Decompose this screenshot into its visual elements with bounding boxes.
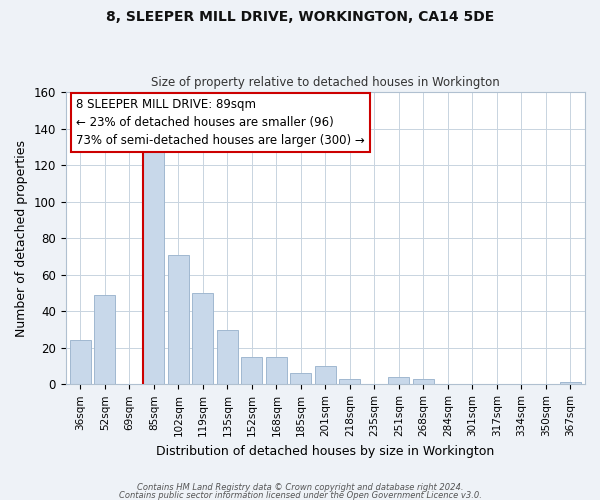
Text: 8 SLEEPER MILL DRIVE: 89sqm
← 23% of detached houses are smaller (96)
73% of sem: 8 SLEEPER MILL DRIVE: 89sqm ← 23% of det…: [76, 98, 365, 147]
Bar: [241, 357, 262, 384]
Bar: [388, 377, 409, 384]
Text: Contains public sector information licensed under the Open Government Licence v3: Contains public sector information licen…: [119, 490, 481, 500]
Bar: [217, 330, 238, 384]
X-axis label: Distribution of detached houses by size in Workington: Distribution of detached houses by size …: [156, 444, 494, 458]
Bar: [560, 382, 581, 384]
Bar: [315, 366, 336, 384]
Text: 8, SLEEPER MILL DRIVE, WORKINGTON, CA14 5DE: 8, SLEEPER MILL DRIVE, WORKINGTON, CA14 …: [106, 10, 494, 24]
Bar: [413, 379, 434, 384]
Bar: [94, 295, 115, 384]
Bar: [266, 357, 287, 384]
Bar: [143, 140, 164, 384]
Title: Size of property relative to detached houses in Workington: Size of property relative to detached ho…: [151, 76, 500, 90]
Bar: [193, 293, 213, 384]
Bar: [168, 254, 189, 384]
Bar: [290, 374, 311, 384]
Y-axis label: Number of detached properties: Number of detached properties: [15, 140, 28, 336]
Bar: [340, 379, 360, 384]
Bar: [70, 340, 91, 384]
Text: Contains HM Land Registry data © Crown copyright and database right 2024.: Contains HM Land Registry data © Crown c…: [137, 484, 463, 492]
